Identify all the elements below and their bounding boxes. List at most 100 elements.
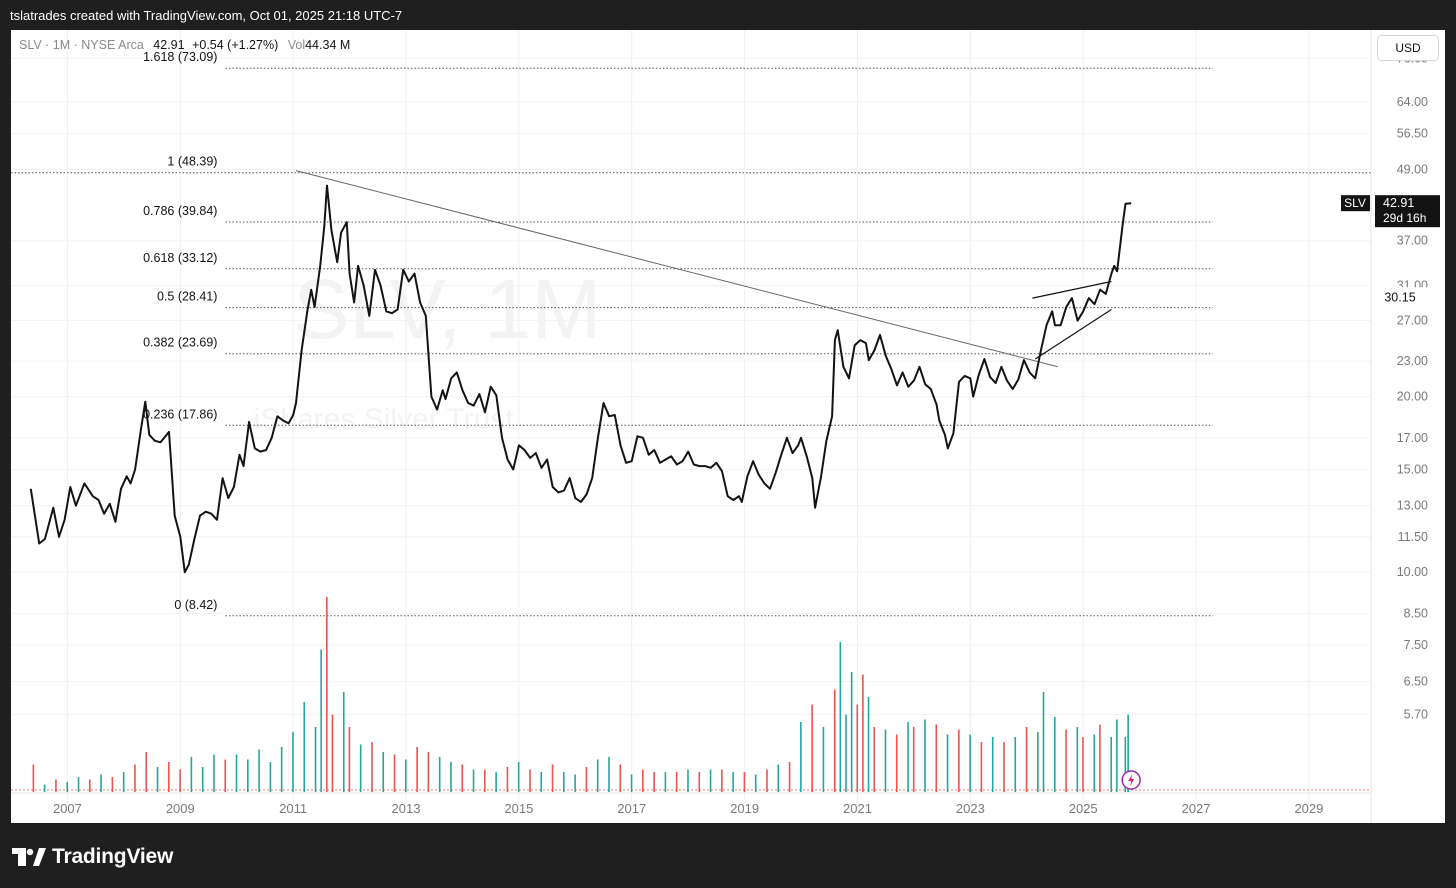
legend-symbol[interactable]: SLV · 1M · NYSE Arca	[19, 38, 144, 52]
volume-bar	[235, 754, 238, 792]
volume-bar	[850, 672, 853, 792]
lightning-glyph	[1128, 774, 1135, 786]
volume-bar	[811, 704, 813, 792]
volume-bar	[1093, 734, 1096, 792]
volume-bar	[438, 757, 441, 792]
chart-panel[interactable]: SLV, 1M iShares Silver Trust 1.618 (73.09)…	[11, 30, 1445, 823]
volume-bar	[122, 772, 125, 792]
volume-bar	[709, 769, 712, 792]
volume-bar	[754, 774, 757, 792]
y-axis-tick-label: 27.00	[1397, 314, 1428, 328]
volume-bar	[1116, 719, 1118, 792]
volume-bar	[326, 597, 328, 792]
y-axis-tick-label: 6.50	[1404, 674, 1428, 688]
volume-bar	[1082, 737, 1084, 792]
volume-bar	[540, 772, 543, 792]
volume-bar	[958, 729, 960, 792]
y-axis-tick-label: 15.00	[1397, 462, 1428, 476]
fib-level-label: 0.236 (17.86)	[143, 407, 217, 421]
volume-bar	[1127, 714, 1129, 792]
price-chart[interactable]: SLV, 1M iShares Silver Trust 1.618 (73.09)…	[11, 30, 1445, 823]
x-axis-tick-label: 2017	[617, 801, 646, 816]
volume-bar	[495, 772, 497, 792]
trendline-flag-bottom[interactable]	[1034, 309, 1112, 360]
volume-bar	[280, 747, 283, 792]
volume-bar	[405, 759, 407, 792]
trendline-resistance[interactable]	[295, 170, 1058, 368]
y-axis-tick-label: 56.50	[1397, 126, 1428, 140]
volume-bar	[484, 769, 486, 792]
volume-bar	[320, 649, 322, 792]
fib-level-label: 1.618 (73.09)	[143, 50, 217, 64]
volume-bar	[359, 744, 362, 792]
chart-caption: tslatrades created with TradingView.com,…	[10, 8, 403, 23]
volume-bar	[1076, 727, 1079, 792]
volume-bar	[895, 734, 898, 792]
y-axis-tick-label: 13.00	[1397, 499, 1428, 513]
volume-bar	[596, 759, 599, 792]
volume-bar	[867, 697, 870, 792]
volume-bar	[1042, 692, 1045, 792]
volume-bar	[382, 752, 385, 792]
volume-bar	[461, 764, 464, 792]
currency-button[interactable]: USD	[1377, 35, 1439, 61]
x-axis-tick-label: 2009	[166, 801, 195, 816]
volume-bar	[675, 772, 678, 792]
volume-bar	[416, 747, 418, 792]
legend-volume-label: Vol	[287, 38, 306, 52]
tradingview-logo[interactable]: TradingView	[12, 845, 173, 869]
volume-bar	[269, 762, 272, 792]
tradingview-logo-icon	[12, 848, 46, 866]
x-axis-tick-label: 2027	[1182, 801, 1211, 816]
volume-bar	[1099, 724, 1101, 792]
volume-bar	[89, 779, 91, 792]
volume-bar	[168, 762, 170, 792]
volume-bar	[980, 742, 983, 792]
volume-bar	[946, 734, 949, 792]
volume-bar	[224, 759, 227, 792]
volume-bar	[907, 722, 909, 792]
volume-bar	[991, 737, 994, 792]
y-axis-tick-label: 5.70	[1404, 708, 1428, 722]
volume-bar	[862, 674, 864, 792]
volume-bar	[472, 769, 475, 792]
volume-bar	[856, 704, 859, 792]
volume-bar	[777, 764, 780, 792]
volume-bar	[839, 642, 842, 792]
price-line[interactable]	[29, 184, 1132, 574]
volume-bar	[912, 727, 915, 792]
volume-bar	[145, 752, 148, 792]
volume-bar	[1110, 737, 1113, 792]
extra-price-label: 30.15	[1384, 290, 1415, 304]
volume-bar	[630, 774, 633, 792]
volume-bar	[247, 759, 249, 792]
volume-bar	[766, 769, 768, 792]
price-badge-bg	[1375, 195, 1440, 228]
volume-bar	[551, 764, 554, 792]
volume-bar	[924, 719, 926, 792]
price-badge-symbol: SLV	[1344, 196, 1366, 210]
volume-bar	[258, 749, 260, 792]
volume-bar	[642, 769, 644, 792]
y-axis-tick-label: 10.00	[1397, 565, 1428, 579]
volume-bar	[450, 762, 452, 792]
volume-bar	[517, 762, 520, 792]
legend-change: +0.54 (+1.27%)	[192, 38, 279, 52]
volume-bar	[348, 727, 351, 792]
extra-price-label-bg	[1375, 287, 1435, 306]
trendline-flag-top[interactable]	[1032, 280, 1112, 299]
y-axis-tick-label: 17.00	[1397, 431, 1428, 445]
brand-name: TradingView	[52, 845, 174, 868]
volume-bar	[1003, 742, 1005, 792]
volume-bar	[1053, 717, 1056, 792]
y-axis-tick-label: 64.00	[1397, 95, 1428, 109]
volume-bar	[314, 727, 317, 792]
watermark-ticker: SLV, 1M	[293, 262, 601, 356]
volume-bar	[1014, 737, 1017, 792]
volume-bar	[743, 772, 746, 792]
volume-bar	[653, 772, 655, 792]
x-axis-tick-label: 2029	[1294, 801, 1323, 816]
volume-bar	[698, 772, 701, 792]
volume-bar	[506, 767, 509, 792]
x-axis-tick-label: 2019	[730, 801, 759, 816]
